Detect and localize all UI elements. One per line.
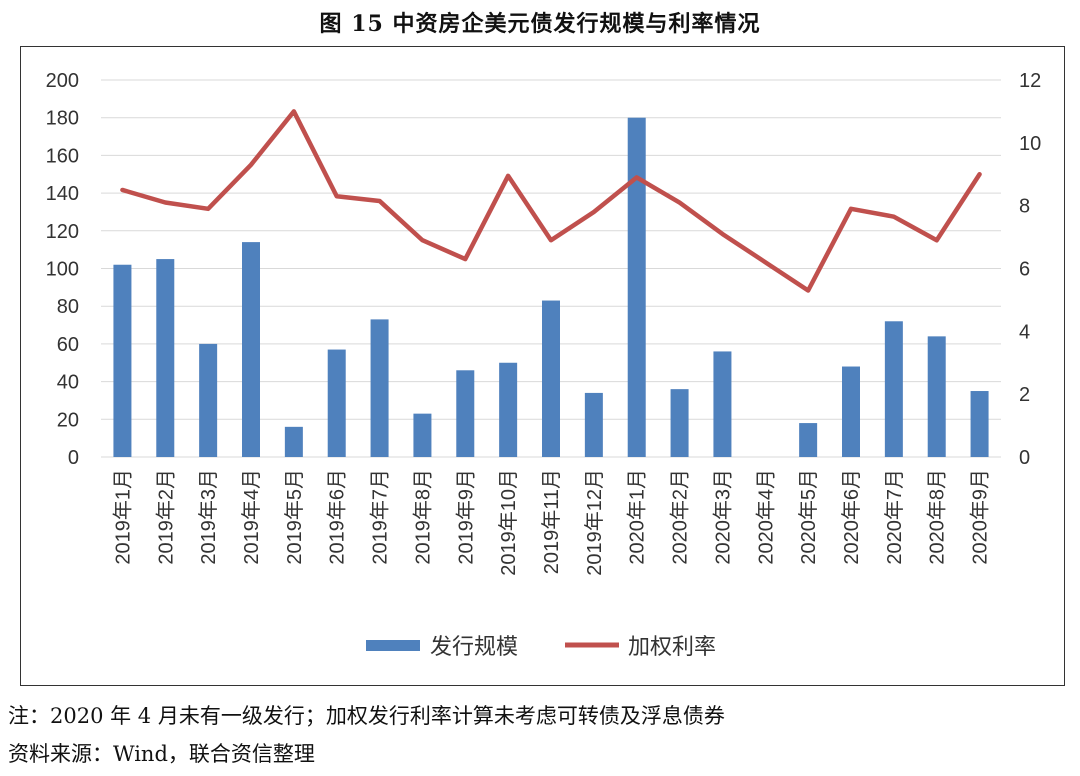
bar (927, 336, 946, 457)
bar (970, 391, 989, 457)
x-tick-label: 2019年6月 (326, 469, 349, 565)
y-left-tick-label: 60 (57, 334, 79, 356)
x-tick-label: 2019年11月 (540, 469, 563, 574)
bar (627, 117, 646, 457)
y-left-tick-label: 160 (46, 145, 79, 167)
y-right-tick-label: 6 (1019, 259, 1030, 281)
bar (456, 370, 475, 457)
figure-title: 图 15 中资房企美元债发行规模与利率情况 (319, 11, 761, 37)
rate-line (120, 109, 982, 293)
x-tick-label: 2020年3月 (711, 469, 734, 565)
x-tick-label: 2019年1月 (111, 469, 134, 565)
y-right-tick-label: 0 (1019, 447, 1030, 469)
x-tick-label: 2020年9月 (969, 469, 992, 565)
chart-source: 资料来源：Wind，联合资信整理 (8, 742, 315, 766)
legend-label-bar: 发行规模 (430, 635, 518, 660)
x-tick-label: 2020年4月 (754, 469, 777, 565)
bar (799, 423, 818, 457)
y-left-tick-label: 40 (57, 372, 79, 394)
legend-label-line: 加权利率 (628, 635, 716, 660)
bar (327, 349, 346, 457)
x-tick-label: 2019年5月 (283, 469, 306, 565)
bar (884, 321, 903, 457)
bar (370, 319, 389, 457)
bar (670, 389, 689, 457)
y-right-tick-label: 12 (1019, 70, 1041, 92)
x-tick-label: 2020年8月 (926, 469, 949, 565)
y-left-tick-label: 180 (46, 108, 79, 130)
y-left-tick-label: 140 (46, 183, 79, 205)
y-right-tick-label: 4 (1019, 321, 1030, 343)
bar (113, 264, 132, 457)
bar (499, 362, 518, 457)
bar (842, 366, 860, 457)
x-tick-label: 2019年12月 (583, 469, 606, 576)
x-tick-label: 2019年10月 (497, 469, 520, 576)
y-right-tick-label: 2 (1019, 384, 1030, 406)
bar (584, 392, 603, 457)
bar (413, 413, 432, 457)
x-tick-label: 2019年8月 (411, 469, 434, 565)
y-left-tick-label: 100 (46, 259, 79, 281)
x-axis-labels: 2019年1月 2019年2月 2019年3月 2019年4月 2019年5月 2019年… (111, 469, 991, 576)
x-tick-label: 2019年4月 (240, 469, 263, 565)
bar (284, 426, 303, 457)
x-tick-label: 2019年9月 (454, 469, 477, 565)
legend: 发行规模 加权利率 (366, 635, 716, 660)
y-right-tick-label: 8 (1019, 196, 1030, 218)
chart-note: 注：2020 年 4 月未有一级发行；加权发行利率计算未考虑可转债及浮息债券 (8, 704, 725, 728)
x-tick-label: 2020年1月 (626, 469, 649, 565)
bar (713, 351, 732, 457)
combo-chart: 0 20 40 60 80 100 120 140 160 180 200 0 2 4 6 8 10 12 20… (46, 70, 1042, 660)
x-tick-label: 2020年7月 (883, 469, 906, 565)
y-left-tick-label: 20 (57, 409, 79, 431)
bar (242, 242, 260, 457)
x-tick-label: 2019年3月 (197, 469, 220, 565)
bar (199, 343, 218, 457)
line-series (120, 109, 982, 293)
y-right-tick-label: 10 (1019, 133, 1041, 155)
x-tick-label: 2019年7月 (369, 469, 392, 565)
x-tick-label: 2020年6月 (840, 469, 863, 565)
y-left-tick-label: 120 (46, 221, 79, 243)
y-left-tick-label: 0 (68, 447, 79, 469)
bar-series (113, 117, 989, 457)
chart-frame (20, 46, 1065, 686)
bar (542, 300, 560, 457)
x-tick-label: 2019年2月 (154, 469, 177, 565)
y-axis-right: 0 2 4 6 8 10 12 (1019, 70, 1041, 469)
bar (156, 259, 175, 457)
y-axis-left: 0 20 40 60 80 100 120 140 160 180 200 (46, 70, 79, 469)
x-tick-label: 2020年2月 (669, 469, 692, 565)
y-left-tick-label: 80 (57, 296, 79, 318)
legend-swatch-bar (366, 640, 420, 651)
x-tick-label: 2020年5月 (797, 469, 820, 565)
y-left-tick-label: 200 (46, 70, 79, 92)
